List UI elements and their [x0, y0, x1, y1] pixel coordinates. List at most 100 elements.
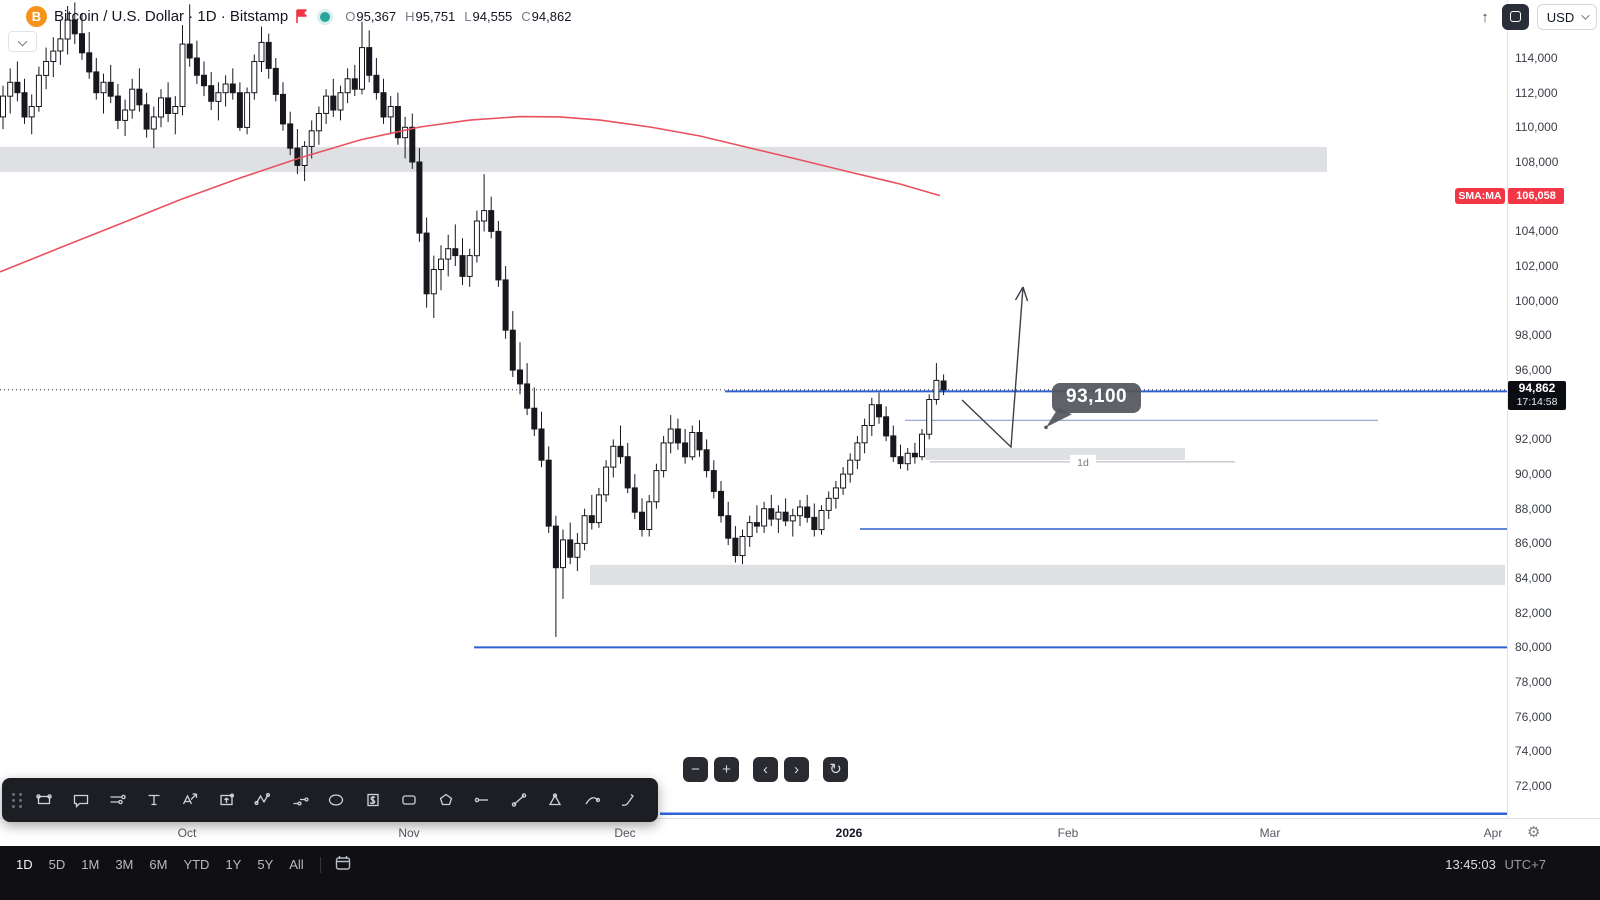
price-callout[interactable]: 93,100 — [1052, 383, 1142, 413]
price-tick: 102,000 — [1515, 259, 1559, 274]
drawing-tool-trend-line-icon[interactable] — [501, 782, 538, 818]
scroll-right-button[interactable]: › — [784, 757, 809, 782]
time-axis-label: Nov — [398, 826, 420, 840]
callout-anchor — [1044, 425, 1048, 430]
price-tick: 82,000 — [1515, 605, 1552, 620]
sma-value-label: 106,058 — [1508, 187, 1564, 204]
zoom-in-button[interactable]: + — [714, 757, 739, 782]
drawing-tool-comment-icon[interactable] — [63, 782, 100, 818]
price-tick: 72,000 — [1515, 779, 1552, 794]
drawing-tool-parallel-channel-icon[interactable] — [99, 782, 136, 818]
range-button-1y[interactable]: 1Y — [217, 853, 249, 876]
drawing-tool-curve-icon[interactable] — [574, 782, 611, 818]
reset-chart-button[interactable]: ↻ — [823, 757, 848, 782]
scroll-left-button[interactable]: ‹ — [753, 757, 778, 782]
range-button-1m[interactable]: 1M — [73, 853, 107, 876]
price-scale[interactable]: SMA:MA 106,058 94,862 17:14:58 114,000 11… — [1455, 0, 1600, 818]
time-axis[interactable]: ⚙ Oct Nov Dec 2026 Feb Mar Apr — [0, 818, 1600, 846]
interval-label: 1d — [1077, 457, 1089, 469]
maximize-chart-button[interactable] — [1502, 4, 1529, 30]
drawing-tool-polygon-icon[interactable] — [428, 782, 465, 818]
clock[interactable]: 13:45:03 UTC+7 — [1445, 857, 1546, 872]
toolbar-drag-handle[interactable] — [8, 787, 26, 813]
chart-canvas[interactable]: 1d — [0, 0, 1507, 818]
range-button-ytd[interactable]: YTD — [175, 853, 217, 876]
price-tick: 74,000 — [1515, 744, 1552, 759]
drawing-tool-price-label-icon[interactable] — [355, 782, 392, 818]
callout-tail — [1046, 408, 1072, 428]
range-button-5d[interactable]: 5D — [41, 853, 74, 876]
drawing-tool-ellipse-icon[interactable] — [318, 782, 355, 818]
drawing-tool-arrow-marker-icon[interactable] — [172, 782, 209, 818]
ohlc-item: C94,862 — [521, 9, 572, 24]
interval-label-bg — [1070, 454, 1096, 468]
price-zone[interactable] — [0, 146, 1327, 172]
symbol-title[interactable]: Bitcoin / U.S. Dollar · 1D · Bitstamp — [54, 8, 289, 25]
drawing-toolbar — [2, 778, 658, 822]
scroll-to-price-button[interactable]: ↑ — [1473, 4, 1497, 30]
last-price-label: 94,862 17:14:58 — [1508, 380, 1566, 410]
symbol-legend: B Bitcoin / U.S. Dollar · 1D · Bitstamp … — [26, 6, 571, 27]
currency-selector[interactable]: USD — [1537, 4, 1597, 30]
range-button-1d[interactable]: 1D — [8, 853, 41, 876]
price-zone[interactable] — [590, 564, 1505, 585]
price-tick: 104,000 — [1515, 224, 1559, 239]
currency-label: USD — [1546, 9, 1575, 25]
time-axis-label: Apr — [1483, 826, 1503, 840]
price-tick: 100,000 — [1515, 293, 1559, 308]
drawing-tool-text-icon[interactable] — [136, 782, 173, 818]
price-tick: 88,000 — [1515, 501, 1552, 516]
zoom-out-button[interactable]: − — [683, 757, 708, 782]
chevron-down-icon — [1581, 11, 1590, 20]
drawing-tool-brush-icon[interactable] — [610, 782, 647, 818]
chevron-down-icon — [17, 36, 28, 47]
go-to-date-button[interactable] — [329, 853, 358, 876]
price-tick: 98,000 — [1515, 328, 1552, 343]
time-axis-label: Oct — [177, 826, 197, 840]
price-tick: 112,000 — [1515, 85, 1558, 100]
legend-expand-button[interactable] — [8, 31, 37, 52]
time-axis-label: Mar — [1259, 826, 1281, 840]
bitcoin-icon: B — [26, 6, 47, 27]
price-tick: 114,000 — [1515, 51, 1558, 65]
price-tick: 92,000 — [1515, 432, 1552, 447]
drawing-tool-projection-icon[interactable] — [209, 782, 246, 818]
price-tick: 84,000 — [1515, 571, 1552, 586]
range-button-6m[interactable]: 6M — [141, 853, 175, 876]
axis-settings-gear-icon[interactable]: ⚙ — [1527, 824, 1541, 841]
drawing-tool-rectangle-icon[interactable] — [26, 782, 63, 818]
range-button-5y[interactable]: 5Y — [249, 853, 281, 876]
drawing-tool-horizontal-ray-icon[interactable] — [464, 782, 501, 818]
ohlc-item: L94,555 — [464, 9, 513, 24]
clock-timezone: UTC+7 — [1504, 857, 1546, 872]
price-zone[interactable] — [925, 447, 1185, 460]
price-tick: 78,000 — [1515, 675, 1552, 690]
sma-indicator-tag[interactable]: SMA:MA — [1455, 187, 1505, 204]
price-tick: 76,000 — [1515, 709, 1552, 724]
divider — [319, 856, 321, 873]
arrowhead-icon — [1014, 286, 1029, 302]
price-tick: 108,000 — [1515, 155, 1559, 169]
time-axis-label: Feb — [1057, 826, 1079, 840]
price-tick: 86,000 — [1515, 536, 1552, 551]
bar-countdown: 17:14:58 — [1516, 395, 1558, 408]
bottom-toolbar: 1D 5D 1M 3M 6M YTD 1Y 5Y All 13:45:03 UTC+7 — [0, 846, 1600, 900]
drawing-tool-xabcd-pattern-icon[interactable] — [245, 782, 282, 818]
market-status-icon[interactable] — [320, 11, 331, 22]
drawing-tool-triangle-pattern-icon[interactable] — [537, 782, 574, 818]
flag-icon[interactable] — [295, 9, 309, 24]
drawing-tool-elliott-wave-icon[interactable] — [282, 782, 319, 818]
drawing-tool-callout-icon[interactable] — [391, 782, 428, 818]
price-tick: 110,000 — [1515, 120, 1558, 135]
ohlc-item: H95,751 — [405, 9, 456, 24]
clock-time: 13:45:03 — [1445, 857, 1496, 872]
price-tick: 80,000 — [1515, 640, 1552, 655]
sma-line[interactable] — [0, 115, 941, 273]
trend-arrow[interactable] — [961, 286, 1024, 449]
range-button-all[interactable]: All — [281, 853, 311, 876]
time-axis-label: 2026 — [835, 826, 863, 840]
range-button-3m[interactable]: 3M — [107, 853, 141, 876]
ohlc-values: O95,367 H95,751 L94,555 C94,862 — [345, 9, 571, 24]
last-price-value: 94,862 — [1518, 380, 1556, 395]
